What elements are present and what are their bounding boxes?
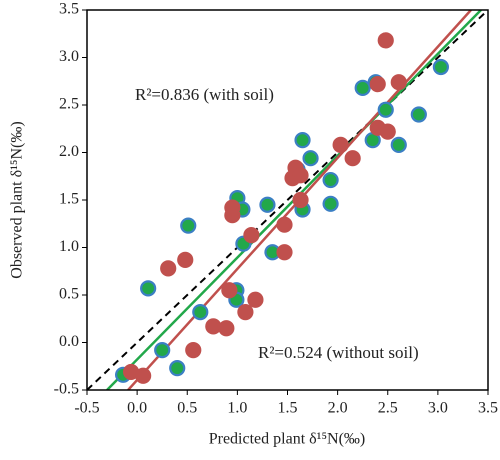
- point: [292, 167, 309, 184]
- point: [177, 251, 194, 268]
- point: [390, 136, 407, 153]
- point: [243, 227, 260, 244]
- point: [410, 106, 427, 123]
- point: [218, 320, 235, 337]
- point: [135, 367, 152, 384]
- y-tick-label: 0.0: [59, 333, 79, 350]
- x-tick-label: 2.5: [378, 400, 398, 417]
- point: [292, 191, 309, 209]
- y-tick-label: 1.5: [59, 191, 79, 208]
- point: [205, 318, 222, 335]
- point: [259, 196, 276, 213]
- point: [185, 342, 202, 359]
- y-tick-label: 3.0: [59, 48, 79, 65]
- point: [294, 132, 311, 149]
- point: [276, 216, 293, 233]
- point: [322, 195, 339, 212]
- x-tick-label: 2.0: [328, 400, 348, 417]
- y-tick-label: 3.5: [59, 1, 79, 18]
- point: [192, 304, 209, 321]
- point: [224, 199, 241, 216]
- x-tick-label: 0.0: [127, 400, 147, 417]
- annotation: R²=0.524 (without soil): [258, 343, 419, 362]
- y-axis-label: Observed plant δ¹⁵N(‰): [9, 121, 26, 278]
- point: [379, 123, 396, 140]
- annotation: R²=0.836 (with soil): [135, 85, 274, 104]
- x-tick-label: 3.0: [428, 400, 448, 417]
- point: [354, 79, 371, 97]
- y-tick-label: -0.5: [54, 381, 79, 398]
- fit-line: [87, 10, 488, 390]
- point: [377, 32, 394, 49]
- y-tick-label: 2.5: [59, 96, 79, 113]
- point: [344, 150, 361, 167]
- point: [180, 217, 197, 234]
- y-tick-label: 2.0: [59, 143, 79, 160]
- point: [276, 244, 293, 261]
- x-axis-label: Predicted plant δ¹⁵N(‰): [209, 431, 366, 448]
- plot-frame: [86, 9, 489, 391]
- y-tick-label: 1.0: [59, 238, 79, 255]
- point: [302, 150, 319, 167]
- y-tick-label: 0.5: [59, 286, 79, 303]
- point: [247, 291, 264, 308]
- point: [160, 260, 177, 277]
- x-tick-label: 3.5: [478, 400, 498, 417]
- point: [332, 136, 349, 153]
- point: [390, 74, 407, 91]
- point: [169, 360, 186, 377]
- x-tick-label: -0.5: [74, 400, 99, 417]
- point: [221, 282, 238, 299]
- point: [377, 101, 394, 118]
- point: [154, 342, 171, 359]
- point: [432, 58, 449, 76]
- point: [369, 75, 386, 93]
- x-tick-label: 1.0: [227, 400, 247, 417]
- point: [140, 280, 157, 297]
- point: [322, 171, 339, 189]
- point: [237, 304, 254, 321]
- x-tick-label: 0.5: [177, 400, 197, 417]
- x-tick-label: 1.5: [278, 400, 298, 417]
